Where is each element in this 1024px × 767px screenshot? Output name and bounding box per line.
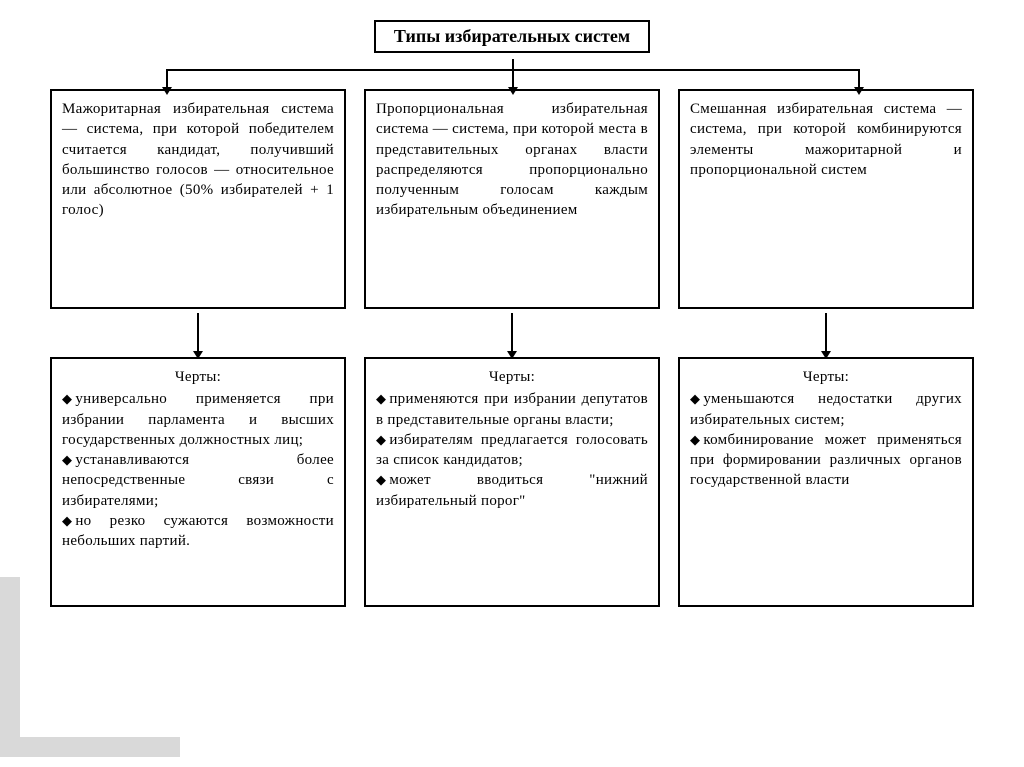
column-mixed: Смешанная избирательная система — систем…: [678, 89, 974, 607]
bullet-icon: ◆: [376, 471, 386, 489]
feature-item: ◆но резко сужаются возможности небольших…: [62, 511, 334, 552]
features-box: Черты: ◆уменьшаются недостатки других из…: [678, 357, 974, 607]
decorative-sidebar: [0, 577, 20, 737]
column-proportional: Пропорциональная избирательная система —…: [364, 89, 660, 607]
feature-item: ◆устанавливаются более непосредственные …: [62, 450, 334, 511]
feature-text: но резко сужаются возможности небольших …: [62, 513, 334, 549]
bullet-icon: ◆: [62, 451, 72, 469]
feature-text: уменьшаются недостатки других избиратель…: [690, 391, 962, 427]
definition-box: Мажоритарная избирательная система — сис…: [50, 89, 346, 309]
decorative-bottombar: [0, 737, 180, 757]
diagram-title: Типы избирательных систем: [374, 20, 650, 53]
bullet-icon: ◆: [376, 431, 386, 449]
features-box: Черты: ◆универсально применяется при изб…: [50, 357, 346, 607]
bullet-icon: ◆: [690, 390, 700, 408]
features-title: Черты:: [690, 367, 962, 387]
feature-item: ◆уменьшаются недостатки других избирател…: [690, 389, 962, 430]
arrow-down-icon: [511, 313, 513, 353]
feature-item: ◆избирателям предлагается голосовать за …: [376, 430, 648, 471]
bullet-icon: ◆: [62, 390, 72, 408]
column-majoritarian: Мажоритарная избирательная система — сис…: [50, 89, 346, 607]
columns-row: Мажоритарная избирательная система — сис…: [20, 89, 1004, 607]
feature-text: применяются при избрании депутатов в пре…: [376, 391, 648, 427]
feature-item: ◆комбинирование может применяться при фо…: [690, 430, 962, 491]
bullet-icon: ◆: [690, 431, 700, 449]
arrow-down-icon: [197, 313, 199, 353]
definition-box: Смешанная избирательная система — систем…: [678, 89, 974, 309]
feature-item: ◆универсально применяется при избрании п…: [62, 389, 334, 450]
features-box: Черты: ◆применяются при избрании депутат…: [364, 357, 660, 607]
bullet-icon: ◆: [376, 390, 386, 408]
feature-text: комбинирование может применяться при фор…: [690, 432, 962, 489]
feature-text: избирателям предлагается голосовать за с…: [376, 432, 648, 468]
feature-text: может вводиться "нижний избирательный по…: [376, 472, 648, 508]
feature-text: устанавливаются более непосредственные с…: [62, 452, 334, 509]
feature-text: универсально применяется при избрании па…: [62, 391, 334, 448]
feature-item: ◆может вводиться "нижний избирательный п…: [376, 470, 648, 511]
features-title: Черты:: [376, 367, 648, 387]
top-connector: [80, 59, 944, 89]
feature-item: ◆применяются при избрании депутатов в пр…: [376, 389, 648, 430]
arrow-down-icon: [825, 313, 827, 353]
definition-box: Пропорциональная избирательная система —…: [364, 89, 660, 309]
bullet-icon: ◆: [62, 512, 72, 530]
features-title: Черты:: [62, 367, 334, 387]
